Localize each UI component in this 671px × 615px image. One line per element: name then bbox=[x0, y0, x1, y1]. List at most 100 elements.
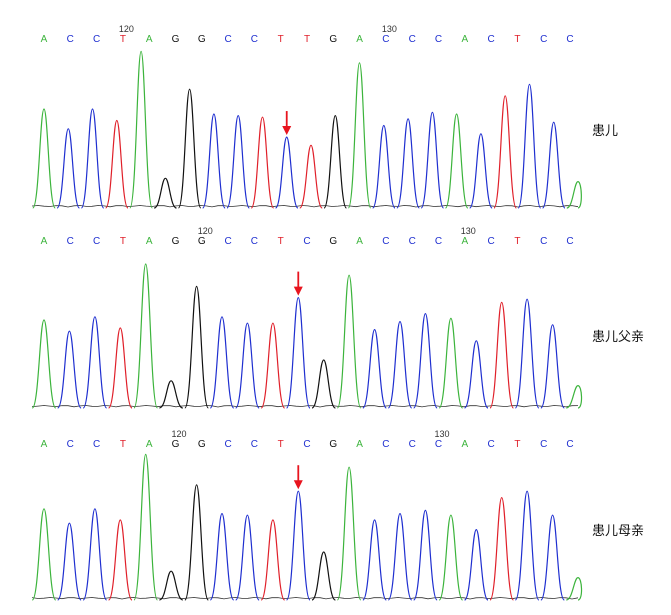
base-call: T bbox=[278, 439, 284, 450]
base-call: A bbox=[461, 236, 468, 247]
base-call: A bbox=[461, 34, 468, 45]
base-call: C bbox=[67, 439, 74, 450]
trace-peak bbox=[108, 327, 133, 409]
base-call: A bbox=[146, 439, 153, 450]
mutation-arrow-head bbox=[293, 286, 303, 296]
trace-peak bbox=[464, 340, 489, 409]
trace-peak bbox=[133, 453, 158, 601]
base-call: G bbox=[329, 236, 337, 247]
trace-peak bbox=[540, 514, 565, 601]
trace-peak bbox=[311, 359, 336, 409]
trace-peak bbox=[438, 514, 464, 601]
trace-peak bbox=[372, 124, 396, 209]
trace-peak bbox=[153, 177, 177, 209]
trace-peak bbox=[514, 490, 540, 601]
base-call: C bbox=[224, 236, 231, 247]
mutation-arrow-head bbox=[282, 126, 292, 136]
base-call: A bbox=[356, 439, 363, 450]
trace-peak bbox=[159, 570, 184, 601]
base-call: T bbox=[304, 34, 310, 45]
base-call: C bbox=[303, 236, 310, 247]
base-call: G bbox=[329, 34, 337, 45]
base-call: C bbox=[303, 439, 310, 450]
base-call: C bbox=[540, 34, 547, 45]
base-call: G bbox=[172, 236, 180, 247]
trace-peak bbox=[133, 263, 158, 409]
trace-peak bbox=[80, 108, 105, 209]
trace-peak bbox=[299, 144, 323, 209]
trace-peak bbox=[464, 528, 489, 601]
trace-peak bbox=[540, 324, 565, 409]
base-call: A bbox=[146, 236, 153, 247]
trace-peak bbox=[105, 119, 129, 209]
base-call: C bbox=[435, 236, 442, 247]
trace-peak bbox=[184, 484, 209, 601]
position-label: 130 bbox=[382, 24, 397, 34]
base-call: C bbox=[540, 439, 547, 450]
trace-peak bbox=[362, 519, 387, 601]
base-call: G bbox=[172, 34, 180, 45]
base-call: C bbox=[435, 34, 442, 45]
base-call: T bbox=[514, 439, 520, 450]
base-call: A bbox=[146, 34, 153, 45]
trace-peak bbox=[362, 328, 387, 409]
base-call: C bbox=[224, 439, 231, 450]
trace-peak bbox=[235, 322, 260, 409]
base-call: C bbox=[487, 34, 494, 45]
trace-peak bbox=[202, 113, 226, 209]
trace-peak bbox=[444, 113, 469, 209]
trace-peak bbox=[82, 316, 108, 409]
base-call: G bbox=[198, 34, 206, 45]
panel-label-mother: 患儿母亲 bbox=[592, 524, 645, 539]
trace-peak bbox=[396, 118, 420, 209]
base-call: C bbox=[409, 236, 416, 247]
panel-label-patient: 患儿 bbox=[592, 124, 619, 139]
base-call: C bbox=[487, 236, 494, 247]
base-call: C bbox=[67, 34, 74, 45]
base-call: A bbox=[41, 34, 48, 45]
base-call: A bbox=[41, 439, 48, 450]
base-call: C bbox=[382, 439, 389, 450]
trace-peak bbox=[209, 316, 235, 409]
trace-peak bbox=[31, 319, 57, 409]
position-label: 120 bbox=[119, 24, 134, 34]
trace-peak bbox=[250, 116, 275, 209]
trace-peak bbox=[517, 83, 542, 209]
position-label: 120 bbox=[198, 226, 213, 236]
base-call: C bbox=[251, 236, 258, 247]
base-call: C bbox=[409, 34, 416, 45]
trace-peak bbox=[286, 296, 311, 409]
trace-peak bbox=[286, 490, 311, 601]
trace-peak bbox=[129, 50, 153, 209]
base-call: C bbox=[566, 439, 573, 450]
base-call: T bbox=[514, 236, 520, 247]
trace-peak bbox=[57, 330, 82, 409]
position-label: 120 bbox=[172, 429, 187, 439]
base-call: C bbox=[566, 34, 573, 45]
trace-peak bbox=[566, 576, 583, 601]
trace-peak bbox=[489, 496, 514, 601]
base-call: G bbox=[172, 439, 180, 450]
trace-peak bbox=[209, 512, 235, 601]
base-call: T bbox=[120, 439, 126, 450]
trace-peak bbox=[57, 522, 82, 601]
trace-peak bbox=[336, 274, 362, 409]
baseline-trace bbox=[31, 205, 579, 208]
base-call: C bbox=[382, 34, 389, 45]
base-call: C bbox=[251, 34, 258, 45]
trace-peak bbox=[108, 519, 133, 601]
trace-peak bbox=[347, 62, 372, 209]
trace-peak bbox=[566, 384, 583, 409]
trace-peak bbox=[438, 317, 464, 409]
base-call: G bbox=[198, 439, 206, 450]
trace-peak bbox=[235, 514, 260, 601]
chromatogram-panel-1: A C C T A G G C C T T G A C C C A C T C C 120 130 bbox=[31, 24, 582, 209]
chromatogram-panel-3: A C C T A G G C C T C G A C C C A C T C C 120 130 bbox=[31, 429, 583, 601]
base-call: T bbox=[278, 236, 284, 247]
base-call: G bbox=[198, 236, 206, 247]
base-call: C bbox=[224, 34, 231, 45]
trace-peak bbox=[493, 95, 517, 209]
position-label: 130 bbox=[461, 226, 476, 236]
trace-peak bbox=[159, 380, 184, 409]
